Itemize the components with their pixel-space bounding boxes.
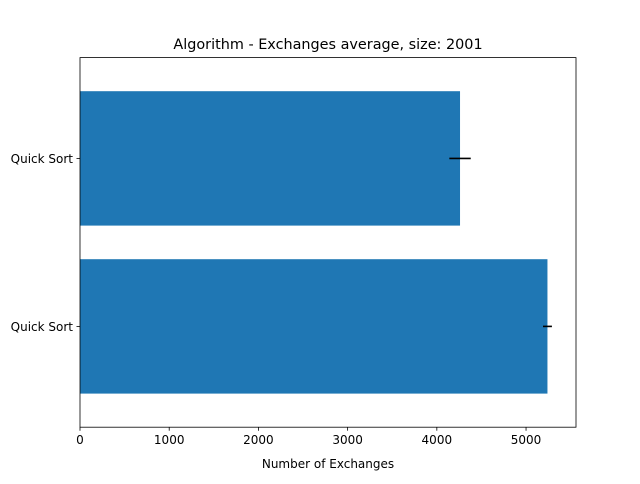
- x-tick-label: 5000: [511, 433, 542, 447]
- x-tick-label: 0: [76, 433, 84, 447]
- error-bars-layer: [449, 157, 552, 328]
- x-tick-label: 3000: [332, 433, 363, 447]
- x-tick-label: 1000: [154, 433, 185, 447]
- x-axis-label: Number of Exchanges: [262, 457, 394, 471]
- x-ticks-layer: 0 1000 2000 3000 4000 5000: [76, 427, 541, 447]
- plot-frame: [79, 57, 577, 428]
- bar: [80, 259, 548, 394]
- bar: [80, 91, 461, 226]
- y-tick-label: Quick Sort: [11, 320, 74, 334]
- y-tick-label: Quick Sort: [11, 152, 74, 166]
- bars-layer: [80, 91, 548, 394]
- chart-title: Algorithm - Exchanges average, size: 200…: [173, 37, 482, 53]
- x-tick-label: 2000: [243, 433, 274, 447]
- x-tick-label: 4000: [422, 433, 453, 447]
- y-ticks-layer: Quick Sort Quick Sort: [11, 152, 80, 334]
